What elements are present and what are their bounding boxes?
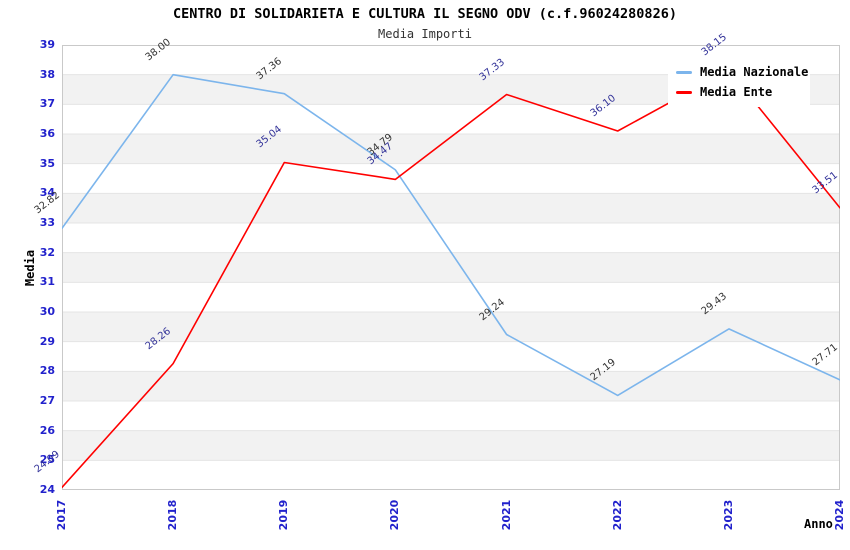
y-tick-label: 31 (39, 275, 55, 289)
grid-band (62, 312, 840, 342)
chart-title: CENTRO DI SOLIDARIETA E CULTURA IL SEGNO… (173, 6, 677, 22)
x-tick-label: 2023 (721, 499, 735, 531)
y-tick-label: 37 (39, 97, 55, 111)
legend-swatch-icon (676, 70, 692, 74)
legend-item-media-nazionale[interactable]: Media Nazionale (676, 62, 808, 82)
grid-band (62, 134, 840, 164)
x-tick-label: 2018 (166, 499, 180, 531)
x-tick-label: 2017 (55, 499, 68, 531)
y-tick-label: 25 (39, 453, 55, 467)
y-tick-label: 38 (39, 67, 55, 81)
y-tick-label: 26 (39, 423, 55, 437)
legend-swatch-icon (676, 90, 692, 94)
y-tick-label: 32 (39, 245, 55, 259)
x-tick-label: 2022 (610, 499, 624, 531)
y-tick-label: 35 (39, 156, 55, 170)
grid-band (62, 371, 840, 401)
series-line-media-nazionale (62, 73, 840, 397)
y-tick-label: 39 (39, 38, 55, 51)
x-axis-title: Anno (804, 517, 833, 531)
x-tick-label: 2024 (833, 499, 846, 531)
legend-label: Media Nazionale (700, 65, 809, 79)
x-tick-label: 2020 (388, 499, 402, 531)
legend-item-media-ente[interactable]: Media Ente (676, 82, 802, 102)
y-tick-label: 27 (39, 394, 55, 407)
y-tick-label: 24 (39, 483, 55, 496)
y-tick-label: 33 (39, 216, 55, 229)
y-tick-label: 29 (39, 334, 55, 348)
grid-band (62, 193, 840, 223)
y-tick-label: 30 (39, 305, 55, 318)
x-tick-label: 2021 (499, 499, 513, 531)
grid-band (62, 252, 840, 283)
y-tick-label: 34 (39, 186, 55, 200)
plot-area (62, 45, 840, 490)
x-tick-label: 2019 (277, 499, 291, 531)
y-tick-label: 36 (39, 127, 55, 140)
y-tick-label: 28 (39, 364, 55, 378)
plot-border (62, 45, 840, 490)
legend-label: Media Ente (700, 85, 773, 99)
grid-band (62, 430, 840, 461)
legend: Media Nazionale Media Ente (668, 58, 810, 107)
chart-subtitle: Media Importi (378, 27, 472, 41)
